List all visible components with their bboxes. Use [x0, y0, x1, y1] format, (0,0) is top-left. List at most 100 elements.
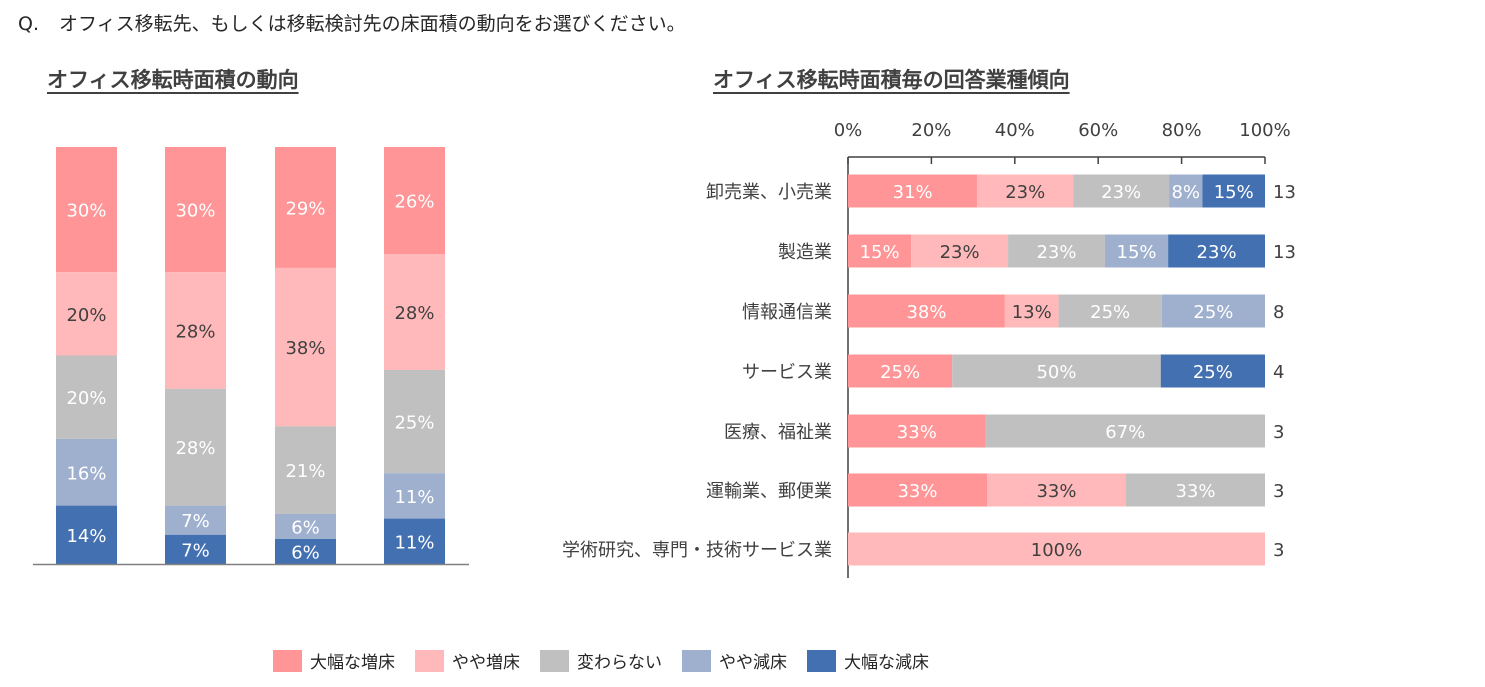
bar-segment	[1058, 294, 1162, 328]
bar-segment	[848, 414, 986, 448]
data-label: 15%	[860, 242, 900, 263]
bar-segment	[56, 272, 117, 356]
bar-segment	[1161, 294, 1265, 328]
category-label: 製造業	[778, 242, 832, 263]
data-label: 25%	[1193, 362, 1233, 383]
bar-segment	[56, 505, 117, 564]
bar-segment	[56, 147, 117, 273]
bar-segment	[275, 267, 336, 427]
legend-swatch	[807, 649, 836, 672]
data-label: 30%	[175, 201, 215, 222]
data-label: 6%	[291, 542, 320, 563]
bar-segment	[1126, 473, 1265, 507]
data-label: 50%	[1036, 362, 1076, 383]
bar-segment	[848, 354, 953, 388]
bar-segment	[848, 174, 978, 208]
bar-segment	[275, 426, 336, 514]
bar-segment	[384, 473, 445, 519]
data-label: 28%	[175, 321, 215, 342]
response-count: 4	[1273, 362, 1284, 383]
response-count: 3	[1273, 481, 1284, 502]
category-label: 学術研究、専門・技術サービス業	[562, 540, 832, 561]
legend-swatch	[540, 649, 569, 672]
data-label: 38%	[285, 338, 325, 359]
question-prefix: Q.	[18, 13, 39, 35]
data-label: 23%	[1197, 242, 1237, 263]
category-label: 卸売業、小売業	[706, 182, 832, 203]
bar-segment	[985, 414, 1265, 448]
response-count: 13	[1273, 182, 1296, 203]
bar-segment	[952, 354, 1161, 388]
bar-segment	[384, 254, 445, 370]
bar-segment	[911, 234, 1009, 268]
bar-segment	[275, 538, 336, 564]
data-label: 23%	[1005, 182, 1045, 203]
bar-segment	[56, 438, 117, 506]
left-chart-title: オフィス移転時面積の動向	[47, 68, 299, 92]
legend-item: 変わらない	[540, 648, 662, 673]
data-label: 100%	[1031, 540, 1082, 561]
data-label: 33%	[1175, 481, 1215, 502]
data-label: 16%	[66, 463, 106, 484]
data-label: 30%	[66, 201, 106, 222]
question-text: Q. オフィス移転先、もしくは移転検討先の床面積の動向をお選びください。	[18, 9, 686, 36]
bar-segment	[1004, 294, 1059, 328]
bar-segment	[384, 369, 445, 474]
legend-item: やや増床	[415, 648, 520, 673]
chart-legend: 大幅な増床 やや増床 変わらない やや減床 大幅な減床	[273, 648, 949, 673]
response-count: 3	[1273, 540, 1284, 561]
data-label: 6%	[291, 517, 320, 538]
bar-segment	[848, 532, 1265, 566]
legend-swatch	[682, 649, 711, 672]
data-label: 26%	[394, 192, 434, 213]
data-label: 23%	[1036, 242, 1076, 263]
x-tick-label: 0%	[834, 120, 863, 141]
bar-segment	[165, 388, 226, 506]
bar-segment	[848, 234, 912, 268]
response-count: 3	[1273, 422, 1284, 443]
category-label: 運輸業、郵便業	[706, 481, 832, 502]
bar-segment	[1168, 234, 1265, 268]
legend-label: 大幅な減床	[844, 653, 929, 673]
legend-swatch	[273, 649, 302, 672]
data-label: 25%	[394, 413, 434, 434]
data-label: 21%	[285, 461, 325, 482]
bar-segment	[165, 147, 226, 273]
bar-segment	[977, 174, 1074, 208]
bar-segment	[1104, 234, 1169, 268]
bar-segment	[384, 518, 445, 564]
data-label: 15%	[1117, 242, 1157, 263]
bar-segment	[987, 473, 1126, 507]
data-label: 28%	[175, 438, 215, 459]
bar-segment	[275, 147, 336, 268]
data-label: 14%	[66, 526, 106, 547]
x-tick-label: 100%	[1239, 120, 1290, 141]
data-label: 25%	[1193, 302, 1233, 323]
legend-label: 大幅な増床	[310, 653, 395, 673]
data-label: 23%	[940, 242, 980, 263]
data-label: 25%	[880, 362, 920, 383]
legend-swatch	[415, 649, 444, 672]
data-label: 38%	[906, 302, 946, 323]
data-label: 20%	[66, 305, 106, 326]
x-tick-label: 80%	[1162, 120, 1202, 141]
x-tick-label: 40%	[995, 120, 1035, 141]
legend-item: 大幅な減床	[807, 648, 929, 673]
data-label: 23%	[1101, 182, 1141, 203]
response-count: 13	[1273, 242, 1296, 263]
data-label: 29%	[285, 198, 325, 219]
bar-segment	[165, 272, 226, 389]
category-label: サービス業	[742, 362, 832, 383]
data-label: 67%	[1105, 422, 1145, 443]
legend-label: やや減床	[719, 653, 787, 673]
data-label: 33%	[897, 481, 937, 502]
data-label: 28%	[394, 303, 434, 324]
bar-segment	[1169, 174, 1203, 208]
data-label: 15%	[1214, 182, 1254, 203]
bar-segment	[1202, 174, 1265, 208]
bar-segment	[848, 294, 1005, 328]
data-label: 33%	[897, 422, 937, 443]
data-label: 8%	[1171, 182, 1200, 203]
